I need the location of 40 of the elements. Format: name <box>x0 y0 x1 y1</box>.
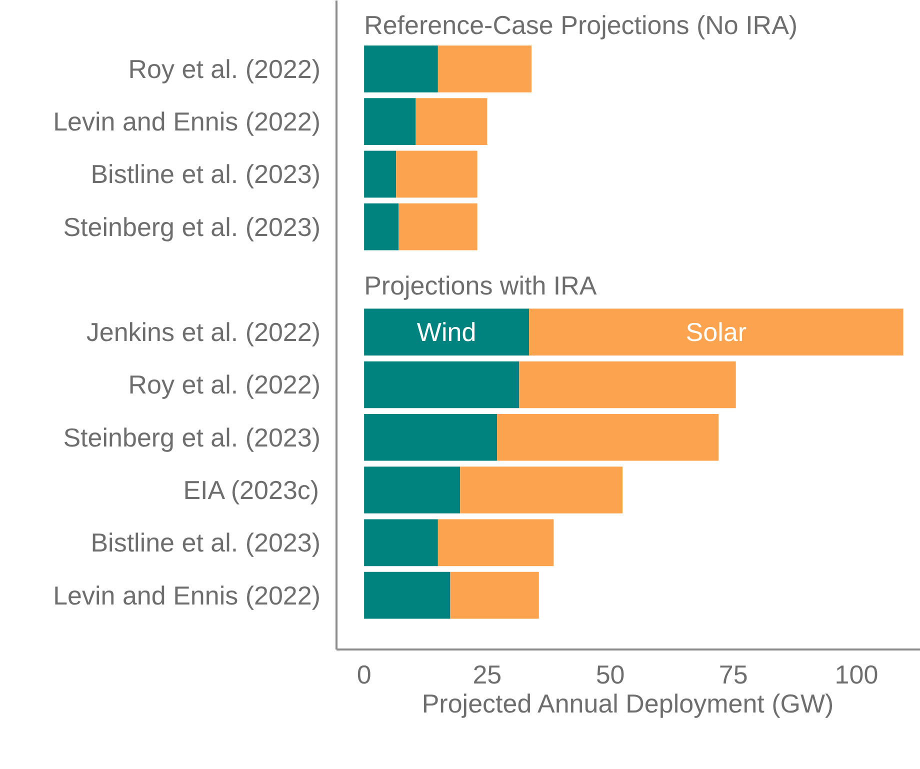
bar <box>364 98 416 145</box>
bar <box>364 572 450 619</box>
bar <box>364 414 498 461</box>
x-tick-label: 0 <box>356 660 372 690</box>
annotation: Reference-Case Projections (No IRA) <box>364 10 798 40</box>
y-tick-label: Bistline et al. (2023) <box>90 528 321 558</box>
bar <box>438 46 532 92</box>
bar <box>364 308 530 356</box>
y-tick-label: Levin and Ennis (2022) <box>53 580 321 610</box>
bar <box>438 519 554 566</box>
bar <box>364 361 520 408</box>
bar <box>364 519 438 566</box>
bar <box>364 466 460 514</box>
y-tick-label: Bistline et al. (2023) <box>90 159 321 190</box>
y-tick-label: Roy et al. (2022) <box>128 370 321 400</box>
bar <box>519 361 736 408</box>
y-tick-label: Roy et al. (2022) <box>128 54 321 84</box>
series-label: Wind <box>416 317 476 348</box>
bar <box>396 150 478 198</box>
bar <box>529 308 904 356</box>
bar <box>460 466 623 514</box>
series-label: Solar <box>686 317 747 348</box>
bar <box>497 414 719 461</box>
bar <box>450 572 539 619</box>
bar <box>364 46 438 92</box>
x-tick-label: 25 <box>472 660 502 690</box>
x-tick-label: 75 <box>718 660 748 690</box>
y-tick-label: EIA (2023c) <box>183 475 320 506</box>
bar <box>364 150 396 198</box>
y-tick-label: Steinberg et al. (2023) <box>63 422 321 452</box>
bar <box>398 203 478 250</box>
y-tick-label: Levin and Ennis (2022) <box>53 106 321 137</box>
bar <box>364 203 399 250</box>
y-tick-label: Jenkins et al. (2022) <box>86 317 321 348</box>
bar <box>416 98 488 145</box>
x-axis-title: Projected Annual Deployment (GW) <box>422 688 834 718</box>
x-tick-label: 100 <box>834 660 878 690</box>
y-tick-label: Steinberg et al. (2023) <box>63 212 321 242</box>
x-tick-label: 50 <box>596 660 625 690</box>
annotation: Projections with IRA <box>364 270 598 301</box>
